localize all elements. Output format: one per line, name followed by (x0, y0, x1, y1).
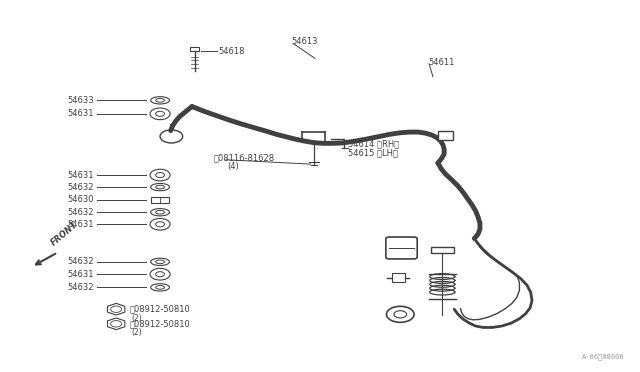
Text: (2): (2) (132, 328, 143, 337)
Text: 54631: 54631 (68, 109, 94, 118)
Text: (2): (2) (132, 314, 143, 323)
FancyBboxPatch shape (386, 237, 417, 259)
FancyBboxPatch shape (431, 247, 454, 253)
FancyBboxPatch shape (438, 131, 453, 140)
FancyBboxPatch shape (392, 273, 405, 282)
Text: 54632: 54632 (68, 183, 94, 192)
Text: 54614 〈RH〉: 54614 〈RH〉 (348, 139, 399, 148)
Text: A·06⁂08006: A·06⁂08006 (582, 354, 624, 360)
Text: FRONT: FRONT (49, 220, 79, 247)
Text: 54630: 54630 (68, 195, 94, 204)
Text: Ⓡ08912-50810: Ⓡ08912-50810 (130, 319, 191, 328)
Text: 54631: 54631 (68, 220, 94, 229)
Text: 54632: 54632 (68, 257, 94, 266)
Text: 54632: 54632 (68, 208, 94, 217)
Bar (150, 197, 170, 203)
Text: (4): (4) (227, 162, 239, 171)
Text: Ⓡ08912-50810: Ⓡ08912-50810 (130, 305, 191, 314)
Text: 54633: 54633 (68, 96, 95, 105)
Text: 54631: 54631 (68, 171, 94, 180)
Text: 54611: 54611 (428, 58, 454, 67)
Text: 54615 〈LH〉: 54615 〈LH〉 (348, 148, 398, 157)
Bar (190, 48, 199, 51)
Text: 54613: 54613 (292, 38, 318, 46)
Text: 54631: 54631 (68, 270, 94, 279)
Text: ⒲08116-81628: ⒲08116-81628 (213, 153, 275, 162)
Text: 54618: 54618 (218, 46, 245, 55)
Text: 54632: 54632 (68, 283, 94, 292)
